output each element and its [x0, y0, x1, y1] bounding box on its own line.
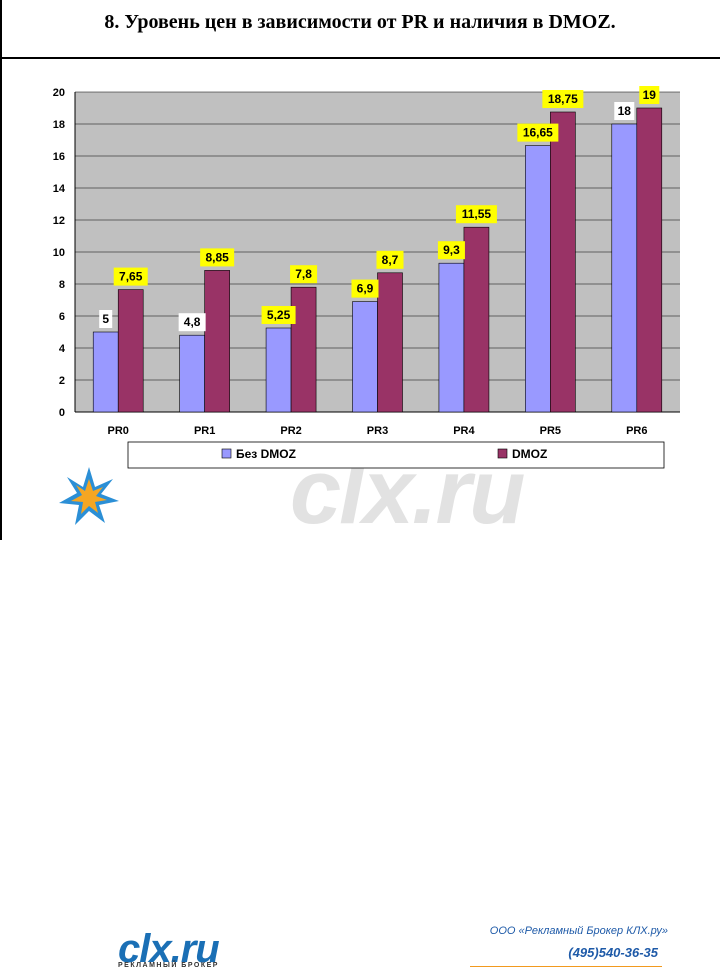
bar-dmoz [377, 272, 403, 413]
footer-divider [470, 966, 662, 967]
legend-swatch [221, 448, 232, 459]
data-label: 9,3 [443, 243, 460, 257]
bar-dmoz [636, 107, 663, 413]
data-label-bg [351, 279, 379, 298]
legend-box [127, 441, 665, 469]
data-label-bg [437, 241, 465, 260]
company-name: ООО «Рекламный Брокер КЛХ.ру» [489, 925, 668, 937]
data-label-bg [178, 313, 206, 332]
bar-chart: 0 2 4 6 8 10 12 14 16 18 20 5 7,65 4,8 8,85 5,25 7,8 6,9… [53, 86, 680, 469]
legend-label: Без DMOZ [236, 447, 296, 461]
footer: clx.ru РЕКЛАМНЫЙ БРОКЕР ООО «Рекламный Б… [0, 455, 720, 971]
data-label: 6,9 [357, 282, 374, 296]
data-label: 8,85 [205, 250, 229, 264]
data-label-bg [290, 265, 318, 284]
legend-swatch [497, 448, 508, 459]
data-label: 7,8 [295, 267, 312, 281]
bar-dmoz [550, 111, 576, 413]
bar-dmoz [204, 270, 230, 413]
left-border [0, 0, 2, 540]
data-label: 11,55 [462, 207, 492, 221]
data-label: 16,65 [523, 126, 553, 140]
bar-dmoz [463, 226, 490, 413]
x-axis: PR0 PR1 PR2 PR3 PR4 PR5 PR6 [108, 425, 648, 437]
phone-number: (495)540-36-35 [568, 945, 658, 960]
bar-bez-dmoz [438, 262, 465, 413]
data-label-bg [517, 123, 559, 142]
bar-bez-dmoz [265, 327, 292, 413]
bar-dmoz [117, 289, 144, 413]
x-category-label: PR6 [626, 425, 647, 437]
x-category-label: PR3 [367, 425, 388, 437]
bar-bez-dmoz [92, 331, 119, 413]
x-category-label: PR4 [453, 425, 475, 437]
y-tick-label: 12 [53, 215, 65, 227]
data-label: 5 [102, 312, 109, 326]
data-label-bg [200, 248, 235, 267]
y-tick-label: 4 [59, 343, 66, 355]
title-divider [0, 57, 720, 59]
x-category-label: PR2 [280, 425, 301, 437]
y-tick-label: 6 [59, 311, 65, 323]
bar-bez-dmoz [179, 334, 205, 413]
star-burst-icon [59, 467, 119, 525]
y-tick-label: 18 [53, 119, 65, 131]
bar-bez-dmoz [525, 145, 551, 413]
data-label-bg [542, 90, 584, 108]
y-tick-label: 16 [53, 151, 65, 163]
y-tick-label: 20 [53, 87, 65, 99]
data-label-bg [113, 267, 148, 286]
bar-bez-dmoz [611, 123, 638, 413]
x-category-label: PR5 [540, 425, 561, 437]
x-category-label: PR0 [108, 425, 129, 437]
data-labels: 5 7,65 4,8 8,85 5,25 7,8 6,9 8,7 9,3 11,55 16,65 18… [99, 86, 660, 332]
bar-dmoz [290, 286, 317, 413]
data-label-bg [455, 205, 497, 224]
data-label-bg [639, 86, 660, 104]
data-label-bg [261, 306, 296, 324]
data-label: 8,7 [382, 253, 399, 267]
y-tick-label: 10 [53, 247, 65, 259]
bars [92, 107, 663, 413]
data-label: 19 [643, 88, 657, 102]
legend: Без DMOZ DMOZ [127, 441, 665, 469]
y-tick-label: 2 [59, 375, 65, 387]
data-label-bg [376, 250, 404, 269]
y-tick-label: 0 [59, 407, 65, 419]
data-label: 18,75 [548, 92, 578, 106]
x-category-label: PR1 [194, 425, 215, 437]
y-tick-label: 14 [53, 183, 66, 195]
y-tick-label: 8 [59, 279, 65, 291]
data-label: 4,8 [184, 315, 201, 329]
data-label-bg [99, 310, 113, 328]
logo-subtext: РЕКЛАМНЫЙ БРОКЕР [118, 962, 219, 969]
legend-label: DMOZ [512, 447, 547, 461]
data-label: 5,25 [267, 308, 291, 322]
slide-title: 8. Уровень цен в зависимости от PR и нал… [104, 10, 616, 33]
data-label: 18 [618, 104, 632, 118]
data-label: 7,65 [119, 270, 143, 284]
bar-bez-dmoz [352, 301, 378, 413]
data-label-bg [614, 102, 635, 120]
